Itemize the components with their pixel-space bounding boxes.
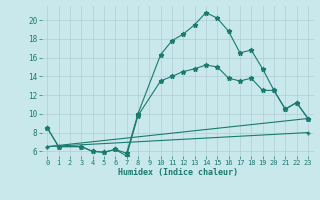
X-axis label: Humidex (Indice chaleur): Humidex (Indice chaleur) [118,168,237,177]
